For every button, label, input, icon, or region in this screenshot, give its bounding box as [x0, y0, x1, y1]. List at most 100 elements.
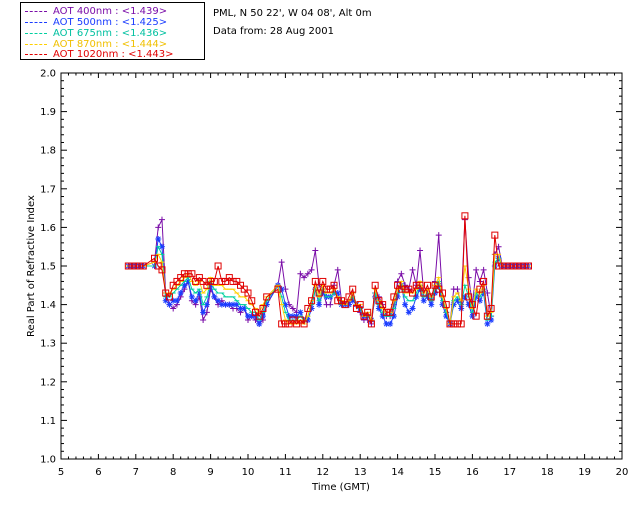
data-point [210, 277, 218, 285]
y-axis-label: Real Part of Refractive Index [26, 195, 37, 337]
legend-item-1020: AOT 1020nm : <1.443> [25, 48, 173, 61]
data-point [312, 247, 319, 254]
data-point [293, 320, 301, 328]
data-point [457, 320, 465, 328]
data-point [383, 320, 390, 327]
data-point [338, 297, 345, 305]
data-point [420, 297, 427, 304]
data-point [225, 274, 233, 282]
data-point [424, 293, 431, 300]
axis-ticks: 5 6 7 8 9 10 11 12 13 14 15 16 17 18 19 20 1.0 1.1 1.2 1.3 1… [40, 69, 628, 479]
data-point [498, 262, 506, 270]
data-point [330, 281, 338, 289]
data-point [211, 293, 218, 300]
data-point [165, 293, 173, 301]
data-point [379, 313, 386, 320]
data-point [207, 282, 214, 289]
data-point [427, 293, 435, 301]
data-point [386, 308, 394, 316]
data-point [402, 301, 409, 308]
data-point [323, 285, 331, 293]
data-point [409, 305, 416, 312]
data-point [132, 262, 140, 270]
x-tick-label: 19 [578, 467, 591, 478]
data-point [488, 317, 495, 324]
data-point [409, 289, 417, 297]
data-point [356, 301, 364, 309]
data-point [487, 304, 495, 312]
data-point [473, 293, 480, 300]
data-point [454, 286, 461, 293]
data-point [484, 320, 491, 327]
data-point [200, 317, 207, 324]
x-tick-label: 15 [429, 467, 442, 478]
data-point [155, 224, 162, 231]
data-point [282, 301, 289, 308]
data-point [491, 231, 499, 239]
data-point [364, 308, 372, 316]
data-point [476, 285, 484, 293]
data-point [450, 301, 457, 308]
data-point [439, 301, 446, 308]
data-point [155, 235, 162, 242]
x-tick-label: 8 [170, 467, 176, 478]
data-point [345, 293, 353, 301]
data-point [372, 293, 379, 300]
data-point [188, 293, 195, 300]
data-point [417, 286, 424, 293]
data-point [229, 277, 237, 285]
data-point [245, 313, 251, 320]
data-point [315, 289, 323, 297]
data-point [375, 305, 382, 312]
data-point [218, 277, 226, 285]
data-point [301, 274, 308, 281]
y-tick-label: 1.2 [40, 377, 56, 388]
data-point [326, 285, 334, 293]
data-point [465, 293, 473, 301]
data-point [379, 301, 387, 309]
data-point [222, 301, 229, 308]
data-point [390, 313, 397, 320]
data-point [304, 317, 311, 324]
data-point [397, 285, 405, 293]
data-point [454, 297, 461, 304]
data-point [289, 305, 296, 312]
data-point [311, 277, 319, 285]
legend-item-870: AOT 870nm : <1.444> [25, 38, 167, 51]
data-point [412, 281, 420, 289]
legend-item-400: AOT 400nm : <1.439> [25, 5, 167, 18]
data-point [158, 243, 165, 250]
legend-swatch-870 [25, 43, 47, 45]
data-point [297, 309, 304, 316]
data-point [251, 308, 259, 316]
site-info: PML, N 50 22', W 04 08', Alt 0m [213, 8, 372, 19]
legend-swatch-500 [25, 21, 47, 23]
data-point [274, 285, 282, 293]
legend-swatch-1020 [25, 53, 47, 55]
data-point [192, 297, 199, 304]
legend-item-500: AOT 500nm : <1.425> [25, 16, 167, 29]
y-tick-label: 1.4 [40, 300, 56, 311]
legend-swatch-675 [25, 32, 47, 34]
legend-label-400: AOT 400nm : <1.439> [53, 6, 168, 17]
data-point [177, 290, 184, 297]
y-tick-label: 1.6 [40, 223, 56, 234]
data-point [432, 290, 438, 297]
data-point [184, 270, 192, 278]
data-point [151, 254, 158, 262]
data-point [166, 301, 173, 308]
data-point [428, 301, 435, 308]
data-point [352, 304, 360, 312]
x-tick-label: 17 [503, 467, 516, 478]
data-point [394, 281, 402, 289]
data-point [308, 297, 316, 305]
data-point [375, 297, 383, 305]
data-point [207, 277, 215, 285]
data-point [162, 289, 170, 297]
data-point [263, 301, 270, 308]
data-point [244, 289, 252, 297]
data-point [259, 304, 267, 312]
data-point [506, 262, 514, 270]
x-tick-label: 11 [279, 467, 292, 478]
data-point [442, 301, 450, 309]
